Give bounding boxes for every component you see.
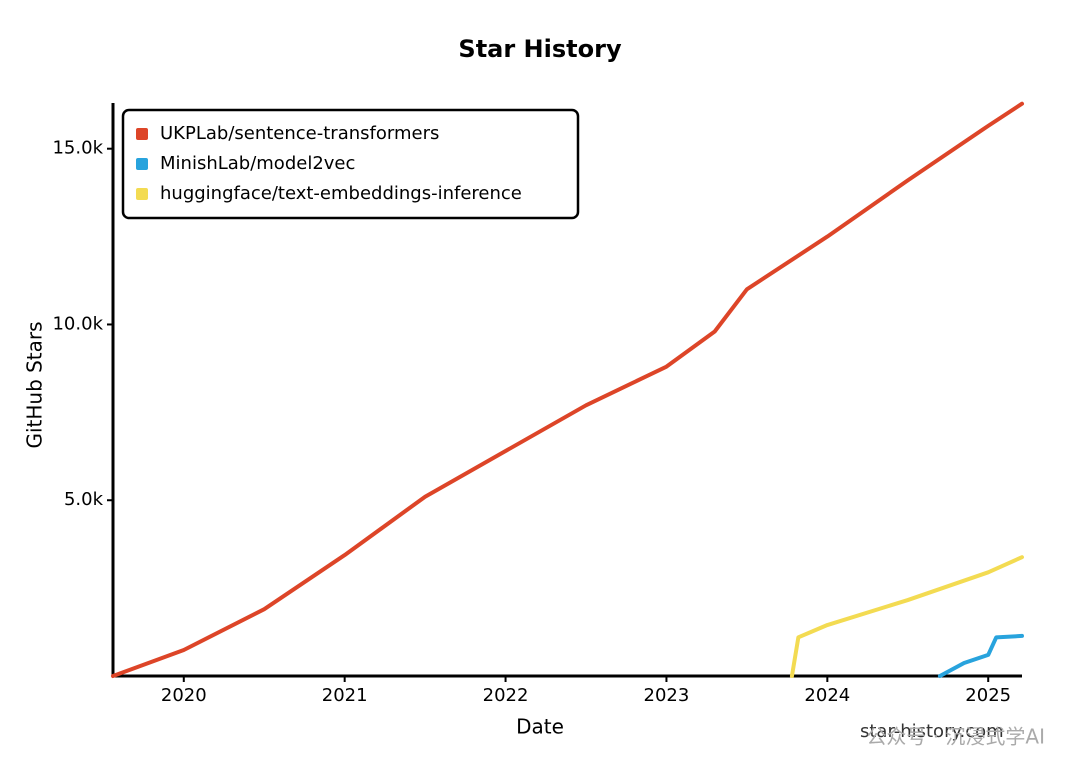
watermark: 公众号 · 沉浸式学AI [866,725,1045,749]
x-tick-label: 2025 [965,685,1011,706]
legend-label: huggingface/text-embeddings-inference [160,183,522,204]
x-axis-label: Date [516,715,564,739]
legend-label: MinishLab/model2vec [160,153,355,174]
legend-swatch [136,188,148,200]
legend [121,108,580,220]
series-line [937,633,1024,678]
source: star-history.com [860,721,1004,742]
x-tick-label: 2021 [322,685,368,706]
series-line [111,101,1024,678]
series-line [789,555,1024,678]
x-tick-label: 2022 [483,685,529,706]
y-tick-label: 10.0k [52,313,103,334]
x-tick-label: 2024 [804,685,850,706]
legend-label: UKPLab/sentence-transformers [160,123,439,144]
x-tick-label: 2023 [644,685,690,706]
y-tick-label: 5.0k [64,489,104,510]
legend-swatch [136,158,148,170]
legend-swatch [136,128,148,140]
y-axis-label: GitHub Stars [23,321,47,448]
chart-title: Star History [458,35,622,63]
x-tick-label: 2020 [161,685,207,706]
y-tick-label: 15.0k [52,138,103,159]
